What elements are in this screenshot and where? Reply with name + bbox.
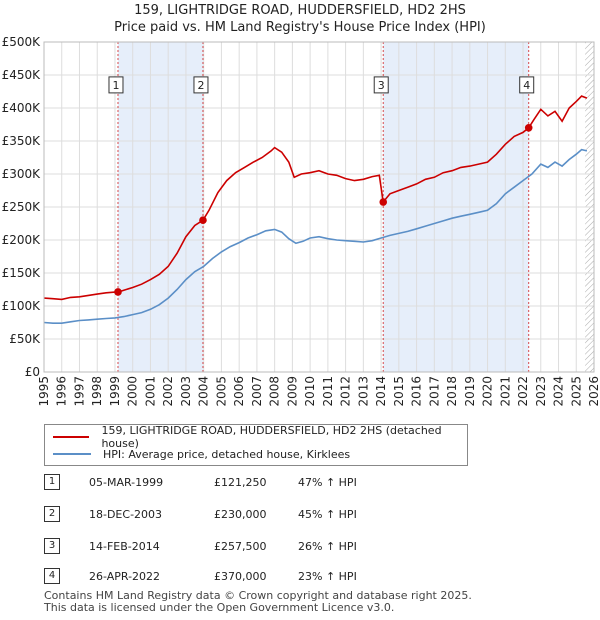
chart-subtitle: Price paid vs. HM Land Registry's House …: [114, 20, 486, 35]
y-tick-label: £450K: [2, 68, 42, 82]
sale-label-box: [108, 76, 124, 94]
sale-price: £121,250: [214, 476, 267, 489]
x-tick-label: 2003: [179, 376, 193, 407]
legend-hpi-label: HPI: Average price, detached house, Kirk…: [103, 447, 351, 461]
x-tick-label: 1999: [108, 376, 122, 407]
sale-label: 4: [523, 79, 530, 92]
x-tick-label: 2013: [356, 376, 370, 407]
x-tick-label: 1995: [37, 376, 51, 407]
sale-hpi-diff: 26% ↑ HPI: [298, 540, 357, 553]
x-tick-label: 2018: [445, 376, 459, 407]
sale-label-box: [519, 76, 535, 94]
legend-property-label: 159, LIGHTRIDGE ROAD, HUDDERSFIELD, HD2 …: [101, 424, 442, 450]
sale-row: 2 18-DEC-2003 £230,000 45% ↑ HPI: [44, 506, 464, 524]
chart-title-block: 159, LIGHTRIDGE ROAD, HUDDERSFIELD, HD2 …: [0, 2, 600, 36]
sale-price: £230,000: [214, 508, 267, 521]
y-tick-label: £100K: [2, 299, 42, 313]
sale-hpi-diff: 23% ↑ HPI: [298, 570, 357, 583]
y-tick-label: £500K: [2, 35, 42, 49]
legend-blue-line: [53, 453, 91, 455]
legend-item-property: 159, LIGHTRIDGE ROAD, HUDDERSFIELD, HD2 …: [53, 424, 467, 450]
sale-row: 4 26-APR-2022 £370,000 23% ↑ HPI: [44, 568, 464, 586]
y-tick-label: £400K: [2, 101, 42, 115]
y-tick-label: £150K: [2, 266, 42, 280]
sale-label: 2: [197, 79, 204, 92]
y-tick-label: £300K: [2, 167, 42, 181]
x-tick-label: 2010: [303, 376, 317, 407]
x-tick-label: 2001: [143, 376, 157, 407]
sale-label-box: [193, 76, 209, 94]
y-tick-label: £200K: [2, 233, 42, 247]
x-tick-label: 2024: [552, 376, 566, 407]
sale-number-badge: 2: [44, 506, 60, 522]
sale-point: [524, 124, 533, 132]
x-tick-label: 2009: [285, 376, 299, 407]
price-chart: 1 2 3 4 £0 £50K £100K £150K £200K £250K £300K £350…: [2, 35, 600, 407]
x-tick-label: 2004: [197, 376, 211, 407]
footer-copyright: Contains HM Land Registry data © Crown c…: [44, 589, 472, 602]
legend-red-line: [53, 436, 90, 438]
sale-label-box: [373, 76, 389, 94]
sale-date: 26-APR-2022: [89, 570, 161, 583]
property-price-line: [43, 95, 588, 301]
x-tick-label: 2015: [392, 376, 406, 407]
y-tick-label: £250K: [2, 200, 42, 214]
sale-point: [379, 198, 388, 206]
x-tick-label: 2012: [339, 376, 353, 407]
legend: 159, LIGHTRIDGE ROAD, HUDDERSFIELD, HD2 …: [44, 424, 468, 466]
sale-number-badge: 1: [44, 474, 60, 490]
x-tick-label: 2020: [481, 376, 495, 407]
sale-price: £370,000: [214, 570, 267, 583]
legend-item-hpi: HPI: Average price, detached house, Kirk…: [53, 446, 350, 462]
x-tick-label: 2000: [126, 376, 140, 407]
plot-frame: [43, 41, 595, 373]
sale-point: [114, 288, 122, 296]
sale-hpi-diff: 45% ↑ HPI: [298, 508, 357, 521]
x-tick-label: 2019: [463, 376, 477, 407]
sale-label: 3: [378, 79, 385, 92]
x-tick-label: 2014: [374, 376, 388, 407]
sale-date: 05-MAR-1999: [89, 476, 164, 489]
sale-number-badge: 4: [44, 568, 60, 584]
sale-hpi-diff: 47% ↑ HPI: [298, 476, 357, 489]
sale-label: 1: [112, 79, 119, 92]
x-tick-label: 2026: [587, 376, 600, 407]
x-tick-label: 2002: [161, 376, 175, 407]
chart-title: 159, LIGHTRIDGE ROAD, HUDDERSFIELD, HD2 …: [134, 3, 466, 18]
hpi-line: [43, 148, 588, 324]
y-tick-label: £0: [25, 365, 40, 379]
x-tick-label: 2016: [410, 376, 424, 407]
sale-row: 3 14-FEB-2014 £257,500 26% ↑ HPI: [44, 538, 464, 556]
x-tick-label: 2023: [534, 376, 548, 407]
x-tick-label: 2005: [214, 376, 228, 407]
sale-date: 18-DEC-2003: [89, 508, 163, 521]
x-tick-label: 1997: [72, 376, 86, 407]
x-tick-label: 2017: [427, 376, 441, 407]
sale-price: £257,500: [214, 540, 267, 553]
sale-number-badge: 3: [44, 538, 60, 554]
sale-point: [199, 216, 207, 224]
y-tick-label: £50K: [9, 332, 41, 346]
x-tick-label: 2021: [498, 376, 512, 407]
x-tick-label: 2006: [232, 376, 246, 407]
x-tick-label: 2011: [321, 376, 335, 407]
x-tick-label: 2007: [250, 376, 264, 407]
x-tick-label: 2022: [516, 376, 530, 407]
sale-row: 1 05-MAR-1999 £121,250 47% ↑ HPI: [44, 474, 464, 492]
x-tick-label: 1998: [90, 376, 104, 407]
y-tick-label: £350K: [2, 134, 42, 148]
footer-licence: This data is licensed under the Open Gov…: [44, 601, 395, 614]
x-tick-label: 2025: [569, 376, 583, 407]
footer-attribution: Contains HM Land Registry data © Crown c…: [44, 590, 472, 614]
x-tick-label: 1996: [55, 376, 69, 407]
x-tick-label: 2008: [268, 376, 282, 407]
sale-date: 14-FEB-2014: [89, 540, 160, 553]
